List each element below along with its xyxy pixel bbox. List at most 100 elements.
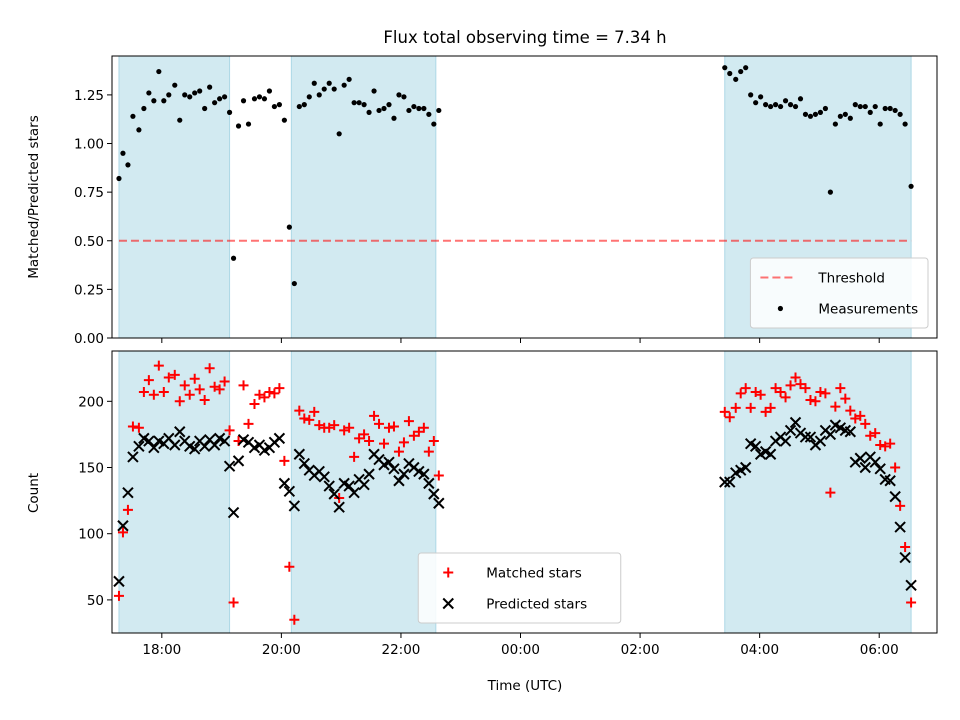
data-point bbox=[835, 383, 846, 394]
data-point bbox=[214, 384, 225, 395]
data-point bbox=[156, 68, 162, 75]
data-point bbox=[294, 405, 305, 416]
data-point bbox=[117, 520, 129, 532]
data-point bbox=[383, 422, 394, 433]
data-point bbox=[323, 480, 335, 492]
data-point bbox=[785, 380, 796, 391]
data-point bbox=[281, 117, 287, 123]
data-point bbox=[837, 113, 843, 119]
data-point bbox=[807, 113, 814, 119]
data-point bbox=[804, 431, 817, 443]
data-point bbox=[817, 109, 824, 115]
data-point bbox=[346, 76, 352, 82]
data-point bbox=[894, 521, 906, 533]
data-point bbox=[755, 389, 766, 400]
data-point bbox=[321, 86, 327, 92]
data-point bbox=[245, 121, 252, 127]
data-point bbox=[127, 451, 139, 463]
data-point bbox=[117, 527, 128, 538]
y-tick-label: 100 bbox=[78, 527, 104, 543]
data-point bbox=[391, 115, 397, 121]
legend-box bbox=[417, 552, 622, 624]
data-point bbox=[423, 477, 435, 490]
data-point bbox=[122, 504, 133, 515]
shaded-window bbox=[724, 350, 912, 634]
data-point bbox=[187, 94, 193, 100]
data-point bbox=[789, 416, 802, 429]
chart-title: Flux total observing time = 7.34 h bbox=[383, 28, 666, 47]
bottom-y-axis-label: Count bbox=[26, 473, 42, 513]
data-point bbox=[719, 476, 731, 488]
data-point bbox=[854, 452, 866, 464]
data-point bbox=[318, 471, 330, 483]
data-point bbox=[820, 388, 831, 399]
data-point bbox=[227, 506, 240, 519]
data-point bbox=[172, 82, 178, 88]
data-point bbox=[122, 486, 134, 499]
data-point bbox=[274, 383, 285, 394]
data-point bbox=[299, 413, 310, 424]
data-point bbox=[286, 224, 292, 230]
shaded-window bbox=[118, 55, 231, 339]
data-point bbox=[358, 479, 370, 491]
data-point bbox=[311, 80, 317, 86]
data-point bbox=[855, 410, 866, 421]
data-point bbox=[433, 470, 444, 481]
data-point bbox=[243, 418, 254, 429]
data-point bbox=[208, 439, 221, 451]
data-point bbox=[768, 103, 774, 110]
data-point bbox=[219, 376, 230, 387]
data-point bbox=[388, 421, 399, 432]
data-point bbox=[884, 475, 896, 487]
data-point bbox=[148, 389, 159, 400]
data-point bbox=[815, 387, 826, 398]
data-point bbox=[745, 402, 756, 413]
data-point bbox=[343, 480, 355, 492]
data-point bbox=[740, 383, 751, 394]
y-tick-label: 0.50 bbox=[74, 234, 104, 250]
data-point bbox=[398, 437, 409, 448]
data-point bbox=[805, 394, 816, 405]
data-point bbox=[288, 500, 301, 512]
series-predicted-stars bbox=[113, 416, 917, 592]
y-tick-label: 0.00 bbox=[74, 331, 104, 347]
data-point bbox=[120, 150, 126, 156]
x-tick-label: 20:00 bbox=[262, 642, 301, 658]
data-point bbox=[386, 102, 392, 108]
legend-box bbox=[749, 257, 929, 329]
data-point bbox=[875, 440, 886, 450]
data-point bbox=[304, 414, 315, 425]
data-point bbox=[298, 457, 311, 470]
data-point bbox=[765, 402, 776, 413]
legend: Threshold Measurements bbox=[749, 257, 929, 329]
data-point bbox=[293, 448, 306, 460]
data-point bbox=[758, 94, 764, 100]
data-point bbox=[860, 418, 871, 429]
data-point bbox=[889, 490, 901, 503]
data-point bbox=[153, 360, 164, 371]
y-tick-label: 200 bbox=[78, 394, 104, 410]
data-point bbox=[797, 96, 804, 102]
data-point bbox=[125, 162, 131, 168]
data-point bbox=[217, 96, 223, 102]
data-point bbox=[138, 387, 149, 398]
data-point bbox=[719, 406, 730, 417]
y-tick-label: 1.00 bbox=[74, 137, 104, 153]
y-tick-label: 1.25 bbox=[74, 88, 104, 104]
data-point bbox=[283, 485, 296, 498]
series-measurements bbox=[116, 65, 914, 287]
data-point bbox=[224, 425, 235, 436]
data-point bbox=[847, 115, 853, 121]
data-point bbox=[197, 88, 203, 94]
data-point bbox=[264, 387, 275, 398]
data-point bbox=[381, 105, 387, 112]
data-point bbox=[221, 94, 228, 100]
data-point bbox=[406, 107, 412, 114]
data-point bbox=[331, 86, 337, 92]
data-point bbox=[844, 426, 857, 438]
data-point bbox=[306, 94, 312, 100]
data-point bbox=[739, 461, 752, 474]
legend-label: Matched stars bbox=[486, 566, 582, 582]
data-point bbox=[228, 597, 239, 608]
